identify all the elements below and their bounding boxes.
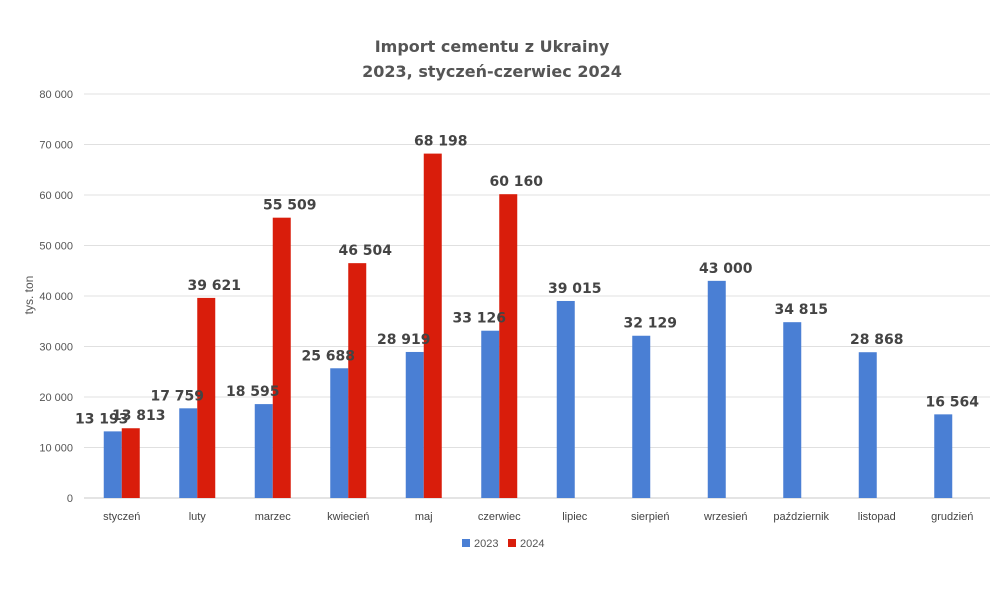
data-label-2023: 17 759 — [150, 388, 204, 404]
x-category-label: wrzesień — [703, 511, 747, 523]
data-label-2023: 25 688 — [301, 348, 355, 364]
x-category-label: czerwiec — [478, 511, 521, 523]
bars — [103, 153, 953, 498]
data-label-2023: 28 868 — [850, 332, 904, 348]
x-category-label: grudzień — [931, 511, 973, 523]
y-tick-label: 20 000 — [39, 392, 73, 404]
bar-2023-maj — [405, 351, 424, 498]
bar-2023-październik — [783, 322, 802, 498]
legend-label-2023: 2023 — [474, 538, 498, 550]
y-axis-label: tys. ton — [22, 276, 36, 315]
x-category-label: kwiecień — [327, 511, 369, 523]
x-category-label: styczeń — [103, 511, 140, 523]
data-label-2023: 32 129 — [623, 316, 677, 332]
legend-label-2024: 2024 — [520, 538, 544, 550]
x-axis-categories: styczeń luty marzec kwiecień maj czerwiec lipi… — [103, 511, 973, 523]
legend-swatch-2024 — [508, 539, 516, 547]
bar-2023-styczeń — [103, 431, 122, 498]
data-label-2023: 16 564 — [925, 394, 979, 410]
chart-title: Import cementu z Ukrainy 2023, styczeń-c… — [362, 37, 622, 81]
data-label-2023: 33 126 — [452, 311, 506, 327]
bar-2024-luty — [197, 297, 216, 498]
x-category-label: listopad — [858, 511, 896, 523]
data-label-2024: 60 160 — [489, 174, 543, 190]
x-category-label: sierpień — [631, 511, 670, 523]
chart-title-line-1: Import cementu z Ukrainy — [375, 37, 610, 56]
data-label-2023: 13 193 — [75, 411, 129, 427]
bar-2024-maj — [423, 153, 442, 498]
data-label-2024: 39 621 — [187, 278, 241, 294]
bar-2023-marzec — [254, 404, 273, 498]
bar-2023-sierpień — [632, 335, 651, 498]
bar-2023-grudzień — [934, 414, 953, 498]
x-category-label: lipiec — [562, 511, 588, 523]
y-tick-label: 0 — [67, 493, 73, 505]
y-tick-label: 40 000 — [39, 291, 73, 303]
y-tick-label: 50 000 — [39, 241, 73, 253]
data-label-2023: 34 815 — [774, 302, 828, 318]
data-label-2024: 13 813 — [112, 408, 166, 424]
x-category-label: maj — [415, 511, 433, 523]
y-tick-label: 80 000 — [39, 89, 73, 101]
legend-swatch-2023 — [462, 539, 470, 547]
data-label-2024: 68 198 — [414, 134, 468, 150]
data-label-2023: 39 015 — [548, 281, 602, 297]
x-category-label: marzec — [255, 511, 292, 523]
x-category-label: luty — [189, 511, 207, 523]
data-label-2024: 55 509 — [263, 198, 317, 214]
legend: 2023 2024 — [462, 538, 544, 550]
data-label-2024: 46 504 — [338, 243, 392, 259]
bar-2024-marzec — [272, 217, 291, 498]
y-tick-label: 10 000 — [39, 443, 73, 455]
bar-2024-czerwiec — [499, 194, 518, 498]
data-label-2023: 28 919 — [377, 332, 431, 348]
y-axis-ticks: 0 10 000 20 000 30 000 40 000 50 000 60 000 70 … — [39, 89, 73, 505]
bar-2023-luty — [179, 408, 198, 498]
y-tick-label: 70 000 — [39, 140, 73, 152]
x-category-label: październik — [773, 511, 829, 523]
chart-title-line-2: 2023, styczeń-czerwiec 2024 — [362, 62, 622, 81]
bar-2023-kwiecień — [330, 368, 349, 498]
gridlines — [84, 93, 990, 499]
y-tick-label: 60 000 — [39, 190, 73, 202]
y-tick-label: 30 000 — [39, 342, 73, 354]
bar-2023-czerwiec — [481, 330, 500, 498]
data-label-2023: 43 000 — [699, 261, 753, 277]
data-label-2023: 18 595 — [226, 384, 280, 400]
bar-2023-wrzesień — [707, 280, 726, 498]
bar-2023-listopad — [858, 352, 877, 498]
bar-2023-lipiec — [556, 300, 575, 498]
bar-2024-styczeń — [121, 428, 140, 498]
bar-2024-kwiecień — [348, 263, 367, 498]
